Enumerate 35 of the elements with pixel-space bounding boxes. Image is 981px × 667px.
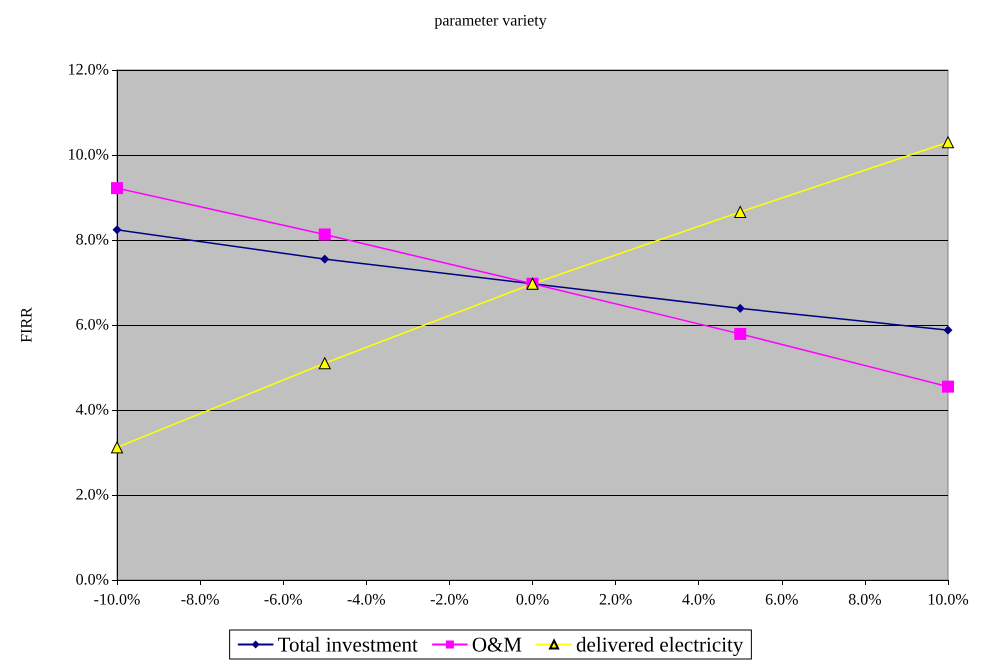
x-tick-label: 6.0% (765, 592, 798, 608)
point (944, 326, 952, 335)
x-tick-label: -8.0% (180, 592, 220, 608)
x-tick-label: 2.0% (598, 592, 632, 608)
x-tick-label: -4.0% (346, 592, 386, 608)
point (734, 328, 746, 340)
y-tick-label: 6.0% (76, 316, 109, 334)
y-axis-title: FIRR (18, 306, 36, 343)
point (942, 380, 954, 393)
point (734, 206, 746, 218)
point (736, 304, 745, 313)
x-tick-label: 8.0% (848, 592, 882, 608)
y-tick-label: 4.0% (76, 402, 109, 418)
point (111, 182, 123, 194)
legend-label: O&M (472, 632, 522, 656)
y-tick-label: 10.0% (68, 146, 109, 164)
point (318, 228, 331, 240)
point (942, 136, 954, 148)
point (111, 441, 123, 454)
y-tick-label: 12.0% (68, 62, 109, 78)
x-tick-label: 4.0% (682, 592, 716, 608)
chart-title: parameter variety (434, 12, 547, 30)
x-tick-label: -6.0% (264, 592, 303, 608)
y-tick-label: 8.0% (76, 232, 109, 248)
point (112, 225, 122, 234)
point (318, 357, 331, 370)
x-tick-label: 10.0% (927, 592, 969, 608)
y-tick-label: 2.0% (76, 486, 109, 504)
legend-label: Total investment (278, 632, 418, 656)
point (320, 254, 330, 264)
x-tick-label: -10.0% (94, 592, 140, 608)
legend-label: delivered electricity (576, 632, 744, 656)
y-tick-label: 0.0% (76, 572, 109, 588)
x-tick-label: -2.0% (430, 592, 469, 608)
x-tick-label: 0.0% (516, 592, 550, 608)
